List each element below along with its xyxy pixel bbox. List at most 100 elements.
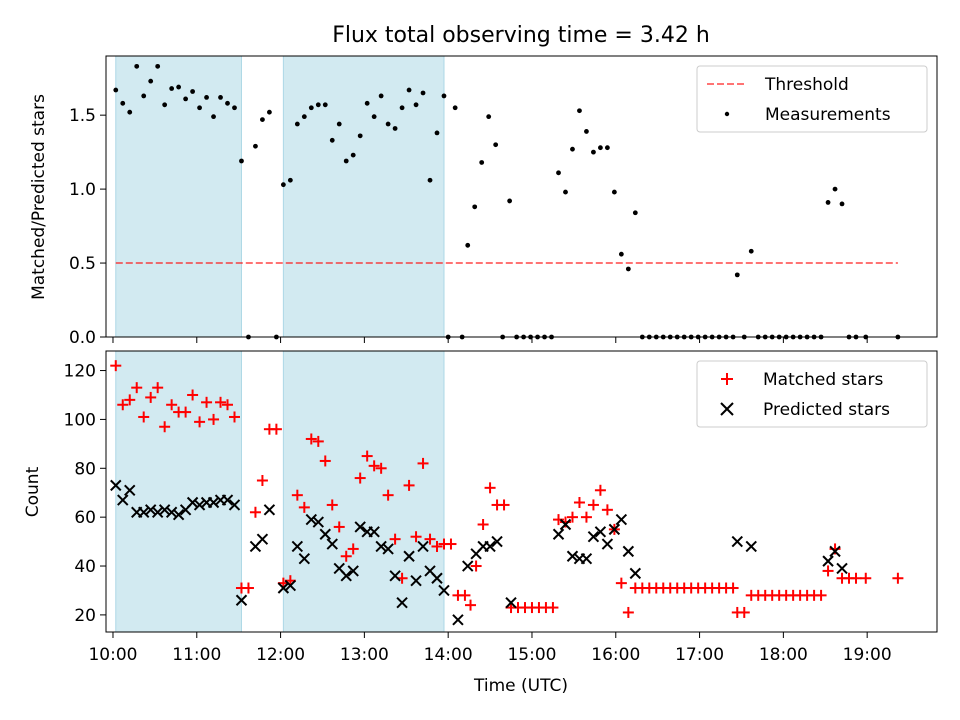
measurements-point	[507, 198, 513, 204]
bottom-y-tick-label: 120	[64, 362, 96, 382]
measurements-point	[204, 95, 209, 100]
bottom-shaded-intervals	[115, 350, 445, 633]
matched-stars-point	[465, 599, 477, 611]
measurements-point	[322, 102, 328, 108]
predicted-stars-point	[410, 574, 422, 587]
measurements-point	[343, 158, 349, 164]
predicted-stars-point	[622, 545, 635, 558]
top-x-ticks	[112, 337, 868, 343]
bottom-x-tick-label: 15:00	[507, 645, 556, 665]
measurements-point	[625, 266, 631, 272]
top-y-axis-label: Matched/Predicted stars	[29, 94, 49, 300]
predicted-stars-point	[601, 538, 614, 550]
matched-stars-point	[553, 514, 565, 526]
predicted-stars-point	[587, 530, 600, 543]
matched-stars-point	[340, 550, 352, 562]
measurements-point	[294, 121, 300, 127]
matched-stars-point	[727, 582, 739, 594]
top-measurement-points	[113, 63, 901, 340]
predicted-stars-point	[347, 565, 359, 577]
predicted-stars-point	[829, 545, 841, 558]
measurements-point	[556, 170, 561, 176]
bottom-x-tick-label: 11:00	[172, 645, 221, 665]
predicted-stars-point	[608, 523, 621, 536]
predicted-stars-point	[462, 560, 474, 572]
top-y-ticks: 0.0 0.5 1.0 1.5	[69, 106, 106, 348]
bottom-y-tick-label: 60	[74, 508, 96, 528]
top-y-tick-label: 0.0	[69, 328, 96, 348]
predicted-stars-point	[731, 535, 743, 548]
measurements-point	[632, 210, 638, 216]
predicted-stars-point	[382, 543, 394, 555]
matched-stars-point	[319, 455, 331, 467]
predicted-stars-point	[559, 518, 572, 531]
measurements-point	[434, 130, 440, 136]
predicted-stars-point	[836, 562, 848, 575]
predicted-stars-point	[305, 513, 318, 526]
matched-stars-point	[215, 396, 227, 408]
predicted-stars-point	[354, 521, 366, 533]
matched-stars-legend-label: Matched stars	[763, 370, 883, 390]
top-shaded-interval-1	[282, 55, 445, 338]
bottom-axes-frame	[105, 350, 938, 633]
matched-stars-point	[222, 399, 234, 411]
matched-stars-point	[187, 389, 199, 401]
predicted-stars-point	[235, 594, 248, 606]
bottom-y-tick-label: 20	[74, 606, 96, 626]
top-y-tick-label: 1.5	[69, 106, 96, 126]
measurements-point	[253, 143, 258, 149]
predicted-stars-point	[368, 526, 380, 538]
matched-stars-point	[601, 504, 613, 516]
bottom-x-tick-label: 12:00	[256, 645, 305, 665]
measurements-point	[577, 108, 582, 114]
matched-stars-point	[580, 511, 592, 523]
measurements-point	[441, 93, 447, 99]
predicted-stars-point	[629, 567, 642, 580]
measurements-point	[406, 87, 412, 93]
predicted-stars-point	[403, 550, 415, 562]
measurements-point	[479, 160, 485, 165]
matched-stars-point	[159, 421, 171, 433]
predicted-stars-point	[484, 540, 496, 553]
matched-stars-point	[347, 543, 359, 555]
predicted-stars-point	[389, 570, 401, 582]
predicted-stars-point	[186, 496, 199, 509]
matched-stars-point	[201, 396, 213, 408]
top-y-tick-label: 1.0	[69, 180, 96, 200]
measurements-point	[364, 100, 370, 106]
top-panel: 0.0 0.5 1.0 1.5 Matched/Predicted stars Thr…	[29, 55, 938, 348]
predicted-stars-point	[431, 572, 443, 584]
bottom-shaded-interval-0	[115, 350, 242, 633]
measurements-point	[392, 126, 398, 131]
matched-stars-point	[291, 489, 303, 501]
predicted-stars-point	[375, 540, 387, 553]
measurements-point	[176, 84, 182, 90]
measurements-point	[239, 158, 244, 164]
measurements-point	[225, 100, 230, 106]
matched-stars-point	[424, 533, 436, 545]
predicted-stars-point	[138, 506, 150, 518]
predicted-stars-point	[277, 582, 290, 594]
measurements-point	[336, 121, 342, 127]
top-legend: Threshold Measurements	[696, 65, 928, 133]
measurements-point	[127, 109, 133, 115]
predicted-stars-legend-swatch	[720, 402, 734, 416]
bottom-star-count-points	[110, 360, 904, 626]
matched-stars-point	[573, 496, 585, 508]
matched-stars-point	[860, 572, 872, 584]
matched-stars-point	[822, 565, 834, 577]
matched-stars-point	[131, 382, 143, 394]
predicted-stars-point	[124, 484, 136, 496]
measurements-point	[113, 87, 119, 93]
measurements-point	[748, 248, 754, 254]
predicted-stars-point	[580, 552, 593, 565]
matched-stars-point	[445, 538, 457, 550]
measurements-point	[420, 90, 426, 96]
predicted-stars-point	[491, 535, 503, 548]
predicted-stars-point	[340, 570, 352, 582]
predicted-stars-point	[615, 513, 628, 526]
bottom-y-tick-label: 100	[64, 410, 96, 430]
bottom-x-ticks: 10:00 11:00 12:00 13:00 14:00 15:00 16:00 17:00…	[88, 632, 892, 665]
matched-stars-point	[333, 521, 345, 533]
